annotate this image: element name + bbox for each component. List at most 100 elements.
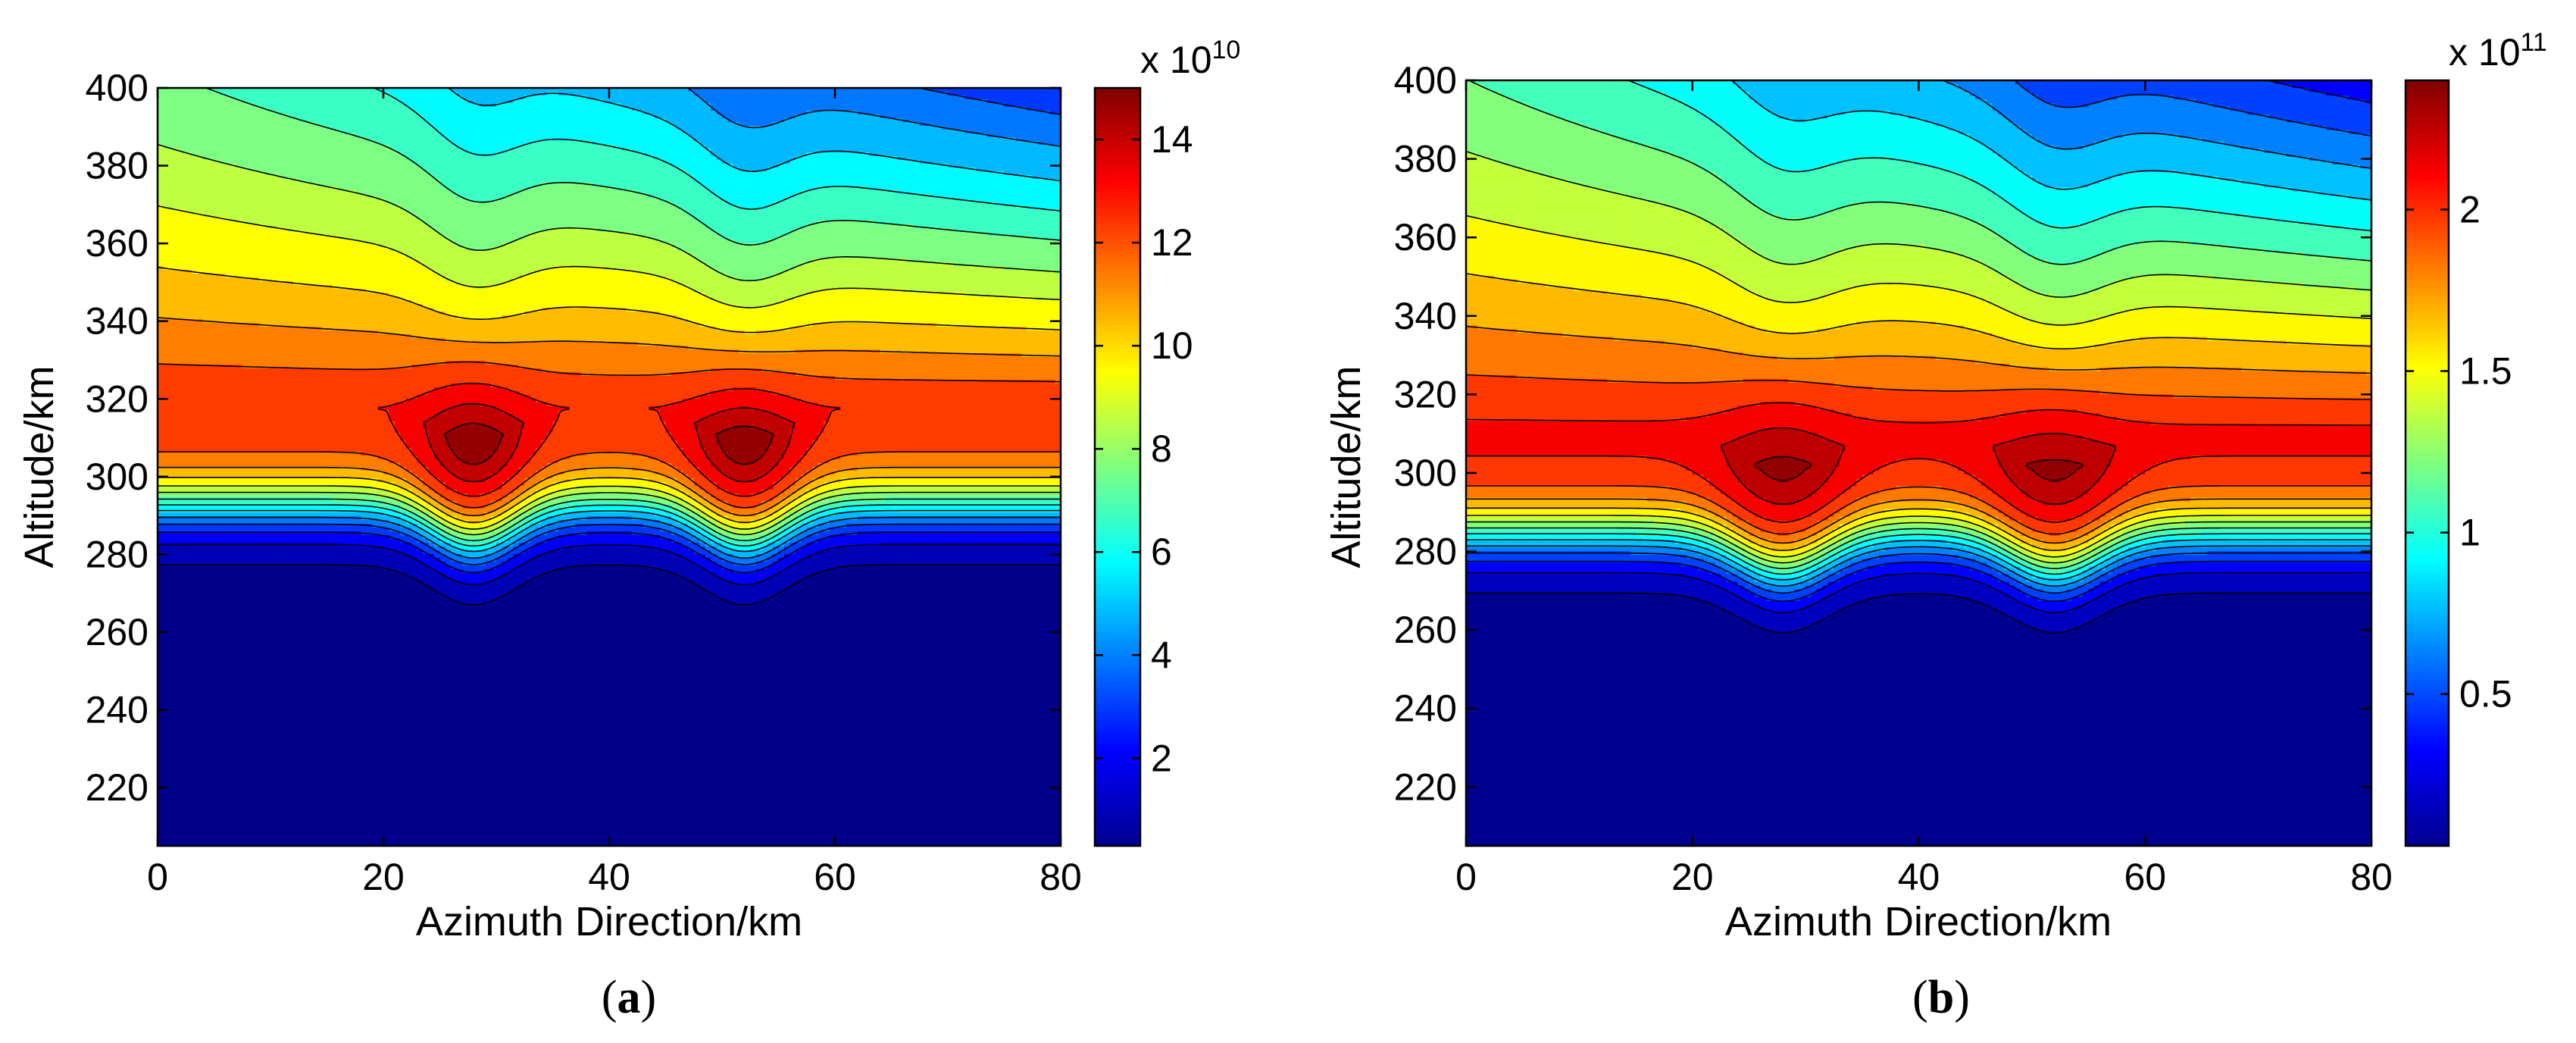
contour-cell-a	[180, 330, 186, 335]
contour-cell-a	[180, 838, 186, 843]
contour-cell-a	[186, 456, 192, 460]
contour-cell-a	[174, 289, 180, 293]
contour-cell-a	[174, 228, 180, 233]
contour-cell-a	[186, 171, 192, 176]
contour-cell-a	[163, 183, 169, 187]
contour-cell-a	[163, 289, 169, 293]
contour-cell-a	[186, 630, 192, 634]
contour-cell-a	[192, 615, 198, 619]
contour-cell-a	[169, 353, 175, 358]
contour-cell-a	[163, 789, 169, 794]
contour-cell-a	[186, 334, 192, 339]
contour-cell-a	[174, 535, 180, 540]
contour-cell-a	[169, 111, 175, 115]
contour-cell-a	[174, 137, 180, 142]
contour-cell-a	[192, 778, 198, 782]
contour-cell-a	[174, 793, 180, 797]
contour-cell-a	[192, 774, 198, 778]
contour-cell-a	[169, 330, 175, 335]
contour-cell-a	[192, 581, 198, 585]
contour-cell-a	[192, 463, 198, 468]
contour-cell-a	[186, 338, 192, 343]
contour-cell-a	[180, 478, 186, 483]
contour-cell-a	[192, 437, 198, 441]
contour-cell-a	[192, 698, 198, 703]
contour-cell-a	[192, 266, 198, 271]
contour-cell-a	[163, 672, 169, 676]
contour-cell-a	[174, 770, 180, 775]
contour-cell-a	[186, 505, 192, 509]
contour-cell-a	[163, 816, 169, 820]
contour-cell-a	[192, 96, 198, 100]
contour-cell-a	[174, 179, 180, 183]
contour-cell-a	[186, 804, 192, 809]
contour-cell-a	[186, 535, 192, 540]
contour-cell-a	[169, 338, 175, 343]
contour-cell-a	[192, 550, 198, 555]
contour-cell-a	[192, 755, 198, 760]
contour-cell-a	[174, 607, 180, 612]
contour-cell-a	[186, 463, 192, 468]
contour-cell-a	[169, 190, 175, 195]
contour-cell-a	[169, 672, 175, 676]
contour-cell-a	[169, 202, 175, 206]
contour-cell-a	[174, 569, 180, 574]
contour-cell-a	[186, 240, 192, 244]
contour-cell-a	[186, 312, 192, 316]
contour-cell-a	[174, 312, 180, 316]
contour-cell-a	[192, 793, 198, 797]
contour-cell-a	[180, 800, 186, 805]
contour-cell-a	[174, 202, 180, 206]
contour-cell-a	[186, 626, 192, 631]
contour-cell-a	[180, 456, 186, 460]
contour-cell-a	[169, 751, 175, 756]
contour-cell-a	[192, 289, 198, 293]
contour-cell-a	[174, 827, 180, 832]
contour-cell-a	[174, 471, 180, 475]
contour-cell-a	[169, 763, 175, 767]
contour-cell-a	[163, 668, 169, 672]
contour-cell-a	[186, 133, 192, 138]
contour-cell-a	[186, 744, 192, 748]
contour-cell-a	[169, 444, 175, 449]
contour-cell-a	[163, 304, 169, 309]
contour-cell-a	[186, 619, 192, 623]
contour-cell-a	[180, 471, 186, 475]
contour-cell-a	[192, 751, 198, 756]
contour-cell-a	[169, 550, 175, 555]
contour-cell-a	[174, 732, 180, 737]
contour-cell-a	[180, 747, 186, 752]
contour-cell-a	[186, 118, 192, 123]
contour-cell-a	[186, 823, 192, 828]
contour-cell-a	[163, 717, 169, 722]
contour-cell-a	[163, 312, 169, 316]
contour-cell-a	[180, 493, 186, 498]
contour-cell-a	[169, 675, 175, 680]
contour-cell-a	[180, 554, 186, 559]
contour-cell-a	[186, 414, 192, 418]
contour-cell-a	[192, 429, 198, 434]
contour-cell-a	[163, 122, 169, 127]
contour-cell-a	[174, 118, 180, 123]
contour-cell-a	[180, 213, 186, 218]
contour-cell-a	[174, 357, 180, 362]
contour-cell-a	[186, 698, 192, 703]
contour-cell-a	[174, 114, 180, 119]
contour-cell-a	[163, 228, 169, 233]
contour-cell-a	[163, 334, 169, 339]
contour-cell-a	[192, 656, 198, 661]
contour-cell-a	[174, 649, 180, 653]
contour-cell-a	[192, 334, 198, 339]
contour-cell-a	[163, 732, 169, 737]
contour-cell-a	[169, 198, 175, 202]
contour-cell-a	[192, 520, 198, 525]
contour-cell-a	[163, 592, 169, 597]
contour-cell-a	[174, 384, 180, 388]
contour-cell-a	[197, 107, 203, 111]
contour-cell-a	[192, 660, 198, 665]
contour-cell-a	[192, 164, 198, 168]
contour-cell-a	[163, 626, 169, 631]
contour-cell-a	[174, 592, 180, 597]
contour-cell-a	[169, 694, 175, 699]
contour-cell-a	[169, 357, 175, 362]
